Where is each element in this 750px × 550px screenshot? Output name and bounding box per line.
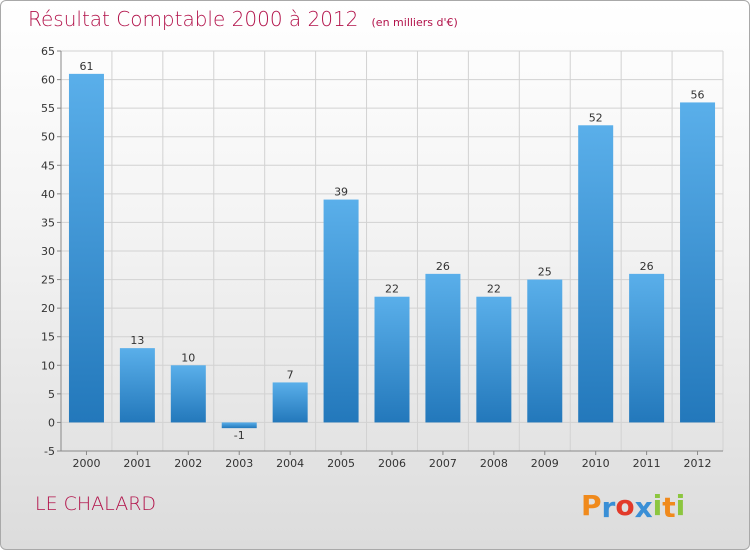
y-tick-label: 50: [41, 131, 55, 144]
x-tick-label: 2002: [174, 457, 202, 470]
y-tick-label: 45: [41, 159, 55, 172]
y-tick-label: 55: [41, 102, 55, 115]
brand-letter: x: [634, 491, 653, 524]
brand-letter: o: [615, 489, 635, 522]
data-label: 13: [130, 334, 144, 347]
bar-2000: [68, 73, 104, 423]
y-tick-label: 15: [41, 331, 55, 344]
x-tick-label: 2012: [684, 457, 712, 470]
data-label: 7: [287, 368, 294, 381]
data-label: 10: [181, 351, 195, 364]
bar-2010: [578, 125, 614, 423]
y-tick-label: 35: [41, 216, 55, 229]
data-label: 26: [640, 260, 654, 273]
y-tick-label: 60: [41, 74, 55, 87]
data-label: 61: [79, 60, 93, 73]
y-tick-label: 10: [41, 359, 55, 372]
x-tick-label: 2006: [378, 457, 406, 470]
brand-letter: r: [601, 491, 616, 524]
x-tick-label: 2000: [72, 457, 100, 470]
y-tick-label: 65: [41, 45, 55, 58]
bar-2012: [680, 102, 716, 423]
axes: -5 0 5 10 15 20 25 30 35 40 45 50 55 60 65 2000 2001 2002…: [41, 45, 723, 470]
brand-letter: i: [675, 489, 686, 522]
x-tick-label: 2007: [429, 457, 457, 470]
y-tick-label: 25: [41, 274, 55, 287]
bar-2005: [323, 199, 359, 423]
chart-subtitle: (en milliers d'€): [371, 16, 458, 29]
data-label: 39: [334, 186, 348, 199]
chart-title-main: Résultat Comptable 2000 à 2012: [28, 7, 359, 31]
y-tick-label: 30: [41, 245, 55, 258]
y-tick-label: -5: [44, 445, 55, 458]
brand-letter: t: [662, 491, 676, 524]
x-tick-label: 2003: [225, 457, 253, 470]
x-tick-label: 2009: [531, 457, 559, 470]
brand-logo: Proxiti: [581, 489, 686, 524]
x-tick-label: 2005: [327, 457, 355, 470]
data-label: -1: [234, 429, 245, 442]
bar-2008: [476, 296, 512, 423]
y-tick-label: 40: [41, 188, 55, 201]
bar-2009: [527, 279, 563, 423]
y-tick-label: 0: [48, 416, 55, 429]
y-tick-label: 20: [41, 302, 55, 315]
data-label: 56: [691, 88, 705, 101]
bar-2011: [629, 273, 665, 423]
data-label: 52: [589, 111, 603, 124]
x-tick-label: 2010: [582, 457, 610, 470]
bar-2006: [374, 296, 410, 423]
bar-2007: [425, 273, 461, 423]
brand-letter: P: [581, 489, 602, 522]
brand-letter: i: [652, 489, 663, 522]
place-name: LE CHALARD: [35, 493, 157, 515]
bar-2002: [170, 365, 206, 423]
x-tick-label: 2011: [633, 457, 661, 470]
chart-title: Résultat Comptable 2000 à 2012 (en milli…: [28, 7, 458, 31]
data-label: 22: [385, 283, 399, 296]
x-tick-label: 2001: [123, 457, 151, 470]
bars: [68, 73, 716, 429]
labels: 61 13 10 -1 7 39 22 26 22 25 52 26 56: [79, 60, 704, 442]
x-tick-label: 2004: [276, 457, 304, 470]
data-label: 22: [487, 283, 501, 296]
data-label: 25: [538, 266, 552, 279]
y-tick-label: 5: [48, 388, 55, 401]
bar-2004: [272, 382, 308, 423]
bar-2001: [119, 348, 155, 423]
bar-chart: -5 0 5 10 15 20 25 30 35 40 45 50 55 60 65 2000 2001 2002…: [41, 45, 724, 470]
x-tick-label: 2008: [480, 457, 508, 470]
bar-2003: [221, 422, 257, 429]
data-label: 26: [436, 260, 450, 273]
